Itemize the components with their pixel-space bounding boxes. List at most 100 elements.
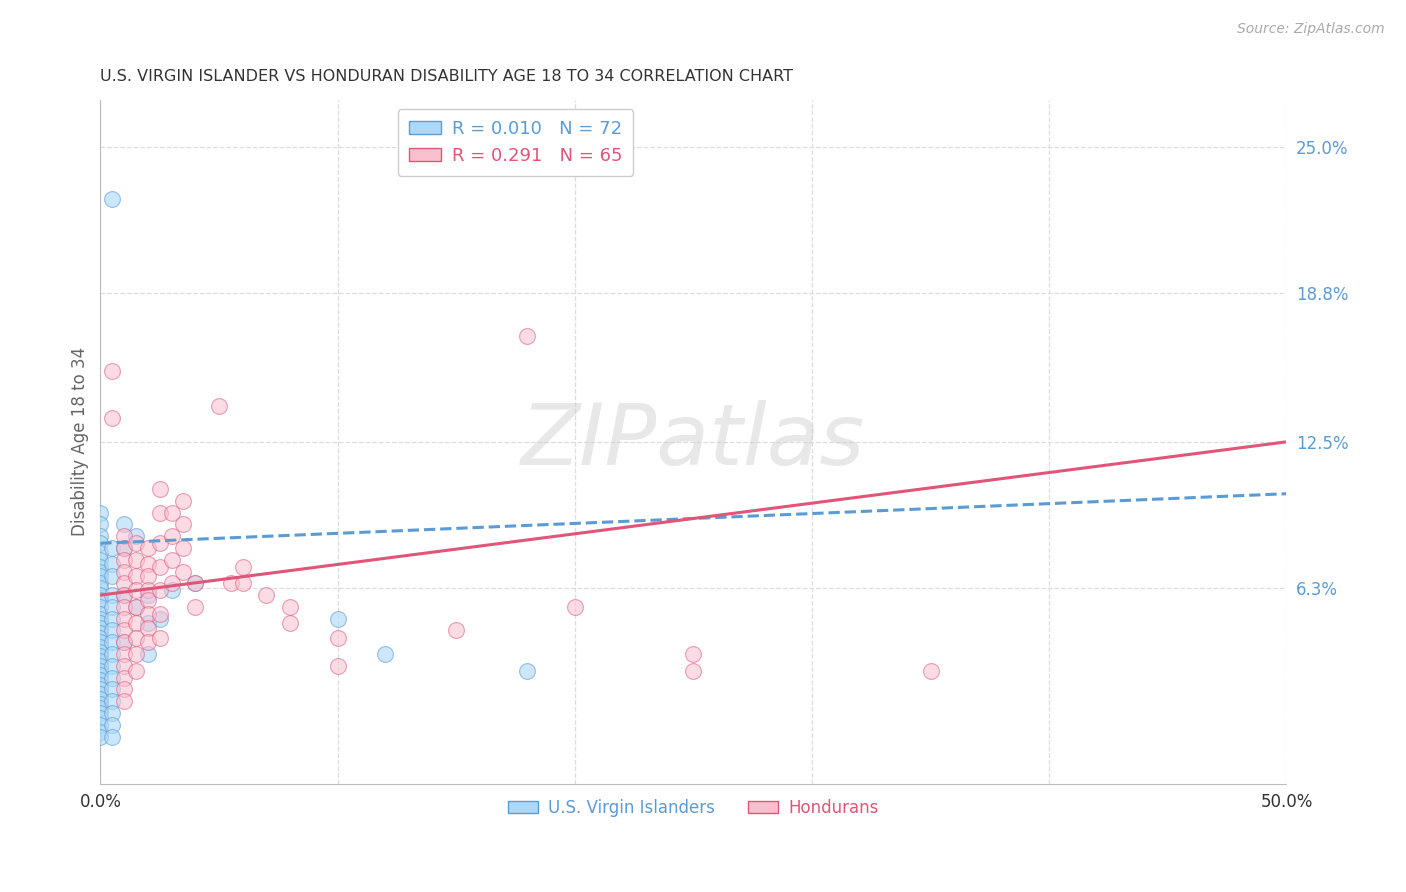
Point <box>101 624 124 638</box>
Point <box>125 616 148 631</box>
Point <box>125 647 148 661</box>
Point <box>89 718 111 732</box>
Point <box>89 678 111 692</box>
Point <box>125 599 148 614</box>
Point <box>112 671 135 685</box>
Point <box>278 599 301 614</box>
Point <box>149 583 172 598</box>
Point <box>149 612 172 626</box>
Point <box>184 576 207 591</box>
Point <box>172 565 194 579</box>
Point <box>89 691 111 706</box>
Point <box>125 536 148 550</box>
Point <box>125 553 148 567</box>
Point <box>89 506 111 520</box>
Point <box>136 616 159 631</box>
Point <box>89 687 111 701</box>
Point <box>89 565 111 579</box>
Point <box>112 612 135 626</box>
Point <box>112 658 135 673</box>
Point <box>112 517 135 532</box>
Point <box>112 541 135 555</box>
Point <box>112 624 135 638</box>
Point <box>89 599 111 614</box>
Point <box>112 588 135 602</box>
Point <box>89 517 111 532</box>
Point <box>172 493 194 508</box>
Point <box>89 546 111 560</box>
Point <box>101 192 124 206</box>
Point <box>136 592 159 607</box>
Point <box>112 694 135 708</box>
Point <box>101 647 124 661</box>
Point <box>101 569 124 583</box>
Point <box>149 506 172 520</box>
Point <box>232 559 254 574</box>
Point <box>136 635 159 649</box>
Point <box>89 649 111 664</box>
Point <box>564 599 586 614</box>
Point <box>101 612 124 626</box>
Text: ZIPatlas: ZIPatlas <box>522 401 866 483</box>
Point <box>160 529 183 543</box>
Point <box>160 583 183 598</box>
Point <box>920 664 942 678</box>
Point <box>136 621 159 635</box>
Point <box>89 645 111 659</box>
Point <box>219 576 242 591</box>
Point <box>172 517 194 532</box>
Point <box>89 631 111 645</box>
Point <box>89 724 111 739</box>
Point <box>89 588 111 602</box>
Point <box>101 706 124 720</box>
Point <box>682 664 704 678</box>
Point <box>89 635 111 649</box>
Point <box>89 654 111 668</box>
Point <box>89 529 111 543</box>
Point <box>89 607 111 621</box>
Point <box>89 536 111 550</box>
Point <box>125 583 148 598</box>
Text: Source: ZipAtlas.com: Source: ZipAtlas.com <box>1237 22 1385 37</box>
Point <box>125 569 148 583</box>
Point <box>149 536 172 550</box>
Point <box>101 671 124 685</box>
Point <box>112 588 135 602</box>
Point <box>136 588 159 602</box>
Point <box>516 328 538 343</box>
Point <box>682 647 704 661</box>
Point <box>149 607 172 621</box>
Point <box>101 411 124 425</box>
Point <box>101 730 124 744</box>
Point <box>172 541 194 555</box>
Point <box>101 694 124 708</box>
Point <box>89 682 111 697</box>
Point <box>89 706 111 720</box>
Point <box>89 553 111 567</box>
Point <box>112 541 135 555</box>
Point <box>89 625 111 640</box>
Point <box>89 581 111 595</box>
Point <box>136 583 159 598</box>
Point <box>89 576 111 591</box>
Point <box>89 616 111 631</box>
Point <box>89 559 111 574</box>
Point <box>149 482 172 496</box>
Point <box>232 576 254 591</box>
Point <box>112 553 135 567</box>
Point <box>89 697 111 711</box>
Point <box>326 658 349 673</box>
Point <box>160 553 183 567</box>
Point <box>101 558 124 572</box>
Point <box>516 664 538 678</box>
Y-axis label: Disability Age 18 to 34: Disability Age 18 to 34 <box>72 347 89 536</box>
Point <box>112 599 135 614</box>
Point <box>278 616 301 631</box>
Point <box>112 635 135 649</box>
Point <box>136 607 159 621</box>
Point <box>89 621 111 635</box>
Point <box>112 682 135 697</box>
Point <box>444 624 467 638</box>
Point <box>89 673 111 687</box>
Point <box>136 569 159 583</box>
